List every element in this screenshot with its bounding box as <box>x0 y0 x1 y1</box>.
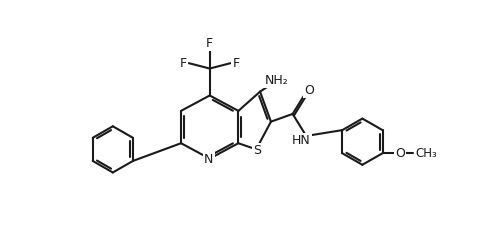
Text: F: F <box>180 57 187 70</box>
Text: F: F <box>232 57 239 70</box>
Text: CH₃: CH₃ <box>415 147 437 160</box>
Text: F: F <box>206 37 213 50</box>
Text: NH₂: NH₂ <box>264 74 288 87</box>
Text: HN: HN <box>291 134 310 147</box>
Text: N: N <box>204 153 213 166</box>
Text: O: O <box>395 147 405 160</box>
Text: O: O <box>303 84 313 97</box>
Text: S: S <box>252 144 261 157</box>
